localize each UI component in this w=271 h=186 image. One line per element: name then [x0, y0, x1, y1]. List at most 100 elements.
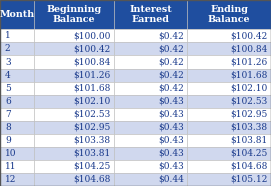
Bar: [187, 121, 271, 134]
Text: 4: 4: [5, 70, 11, 80]
Text: $0.43: $0.43: [158, 149, 184, 158]
Text: $0.42: $0.42: [158, 57, 184, 67]
Text: Ending
Balance: Ending Balance: [208, 5, 250, 24]
Bar: [187, 29, 271, 42]
Text: $100.84: $100.84: [230, 44, 268, 53]
Text: 6: 6: [5, 97, 11, 106]
Text: $0.42: $0.42: [158, 44, 184, 53]
Bar: [34, 82, 114, 95]
Bar: [0, 160, 34, 173]
Bar: [0, 121, 34, 134]
Bar: [187, 95, 271, 108]
Bar: [114, 82, 187, 95]
Bar: [187, 0, 271, 29]
Bar: [0, 108, 34, 121]
Text: $104.25: $104.25: [230, 149, 268, 158]
Text: $100.00: $100.00: [73, 31, 111, 40]
Text: $102.53: $102.53: [73, 110, 111, 119]
Text: $102.95: $102.95: [73, 123, 111, 132]
Text: Beginning
Balance: Beginning Balance: [46, 5, 101, 24]
Text: $100.84: $100.84: [73, 57, 111, 67]
Bar: [114, 173, 187, 186]
Bar: [34, 108, 114, 121]
Text: $101.26: $101.26: [73, 70, 111, 80]
Bar: [34, 95, 114, 108]
Bar: [187, 134, 271, 147]
Text: 11: 11: [5, 162, 16, 171]
Text: $101.68: $101.68: [230, 70, 268, 80]
Text: $103.38: $103.38: [73, 136, 111, 145]
Text: $100.42: $100.42: [73, 44, 111, 53]
Bar: [114, 160, 187, 173]
Bar: [187, 55, 271, 69]
Text: $101.68: $101.68: [73, 84, 111, 93]
Bar: [0, 42, 34, 55]
Bar: [34, 121, 114, 134]
Text: $105.12: $105.12: [230, 175, 268, 184]
Bar: [187, 160, 271, 173]
Bar: [114, 121, 187, 134]
Text: $0.43: $0.43: [158, 97, 184, 106]
Text: $0.43: $0.43: [158, 136, 184, 145]
Text: 12: 12: [5, 175, 16, 184]
Bar: [0, 68, 34, 82]
Bar: [187, 82, 271, 95]
Text: $102.95: $102.95: [230, 110, 268, 119]
Bar: [187, 173, 271, 186]
Text: $102.10: $102.10: [231, 84, 268, 93]
Text: $0.43: $0.43: [158, 110, 184, 119]
Bar: [34, 160, 114, 173]
Bar: [34, 0, 114, 29]
Bar: [0, 134, 34, 147]
Bar: [114, 29, 187, 42]
Text: $0.43: $0.43: [158, 123, 184, 132]
Text: 10: 10: [5, 149, 16, 158]
Text: 8: 8: [5, 123, 11, 132]
Text: Interest
Earned: Interest Earned: [129, 5, 172, 24]
Bar: [34, 134, 114, 147]
Text: $104.25: $104.25: [73, 162, 111, 171]
Text: $100.42: $100.42: [231, 31, 268, 40]
Bar: [187, 42, 271, 55]
Text: $104.68: $104.68: [73, 175, 111, 184]
Bar: [114, 0, 187, 29]
Bar: [0, 0, 34, 29]
Bar: [114, 42, 187, 55]
Text: 9: 9: [5, 136, 11, 145]
Bar: [114, 147, 187, 160]
Bar: [0, 147, 34, 160]
Bar: [0, 29, 34, 42]
Bar: [114, 68, 187, 82]
Text: $0.42: $0.42: [158, 70, 184, 80]
Bar: [34, 173, 114, 186]
Text: $0.42: $0.42: [158, 31, 184, 40]
Bar: [114, 55, 187, 69]
Bar: [114, 108, 187, 121]
Bar: [34, 68, 114, 82]
Text: $102.10: $102.10: [73, 97, 111, 106]
Text: Month: Month: [0, 10, 34, 19]
Bar: [34, 147, 114, 160]
Text: $0.44: $0.44: [158, 175, 184, 184]
Text: 3: 3: [5, 57, 11, 67]
Bar: [34, 29, 114, 42]
Bar: [0, 95, 34, 108]
Text: $0.43: $0.43: [158, 162, 184, 171]
Bar: [0, 55, 34, 69]
Text: $0.42: $0.42: [158, 84, 184, 93]
Text: $103.38: $103.38: [231, 123, 268, 132]
Bar: [34, 42, 114, 55]
Text: 5: 5: [5, 84, 11, 93]
Text: $101.26: $101.26: [231, 57, 268, 67]
Text: $103.81: $103.81: [73, 149, 111, 158]
Text: $103.81: $103.81: [231, 136, 268, 145]
Bar: [114, 134, 187, 147]
Text: $104.68: $104.68: [230, 162, 268, 171]
Bar: [34, 55, 114, 69]
Bar: [0, 82, 34, 95]
Text: $102.53: $102.53: [231, 97, 268, 106]
Text: 7: 7: [5, 110, 11, 119]
Bar: [0, 173, 34, 186]
Text: 1: 1: [5, 31, 11, 40]
Bar: [187, 108, 271, 121]
